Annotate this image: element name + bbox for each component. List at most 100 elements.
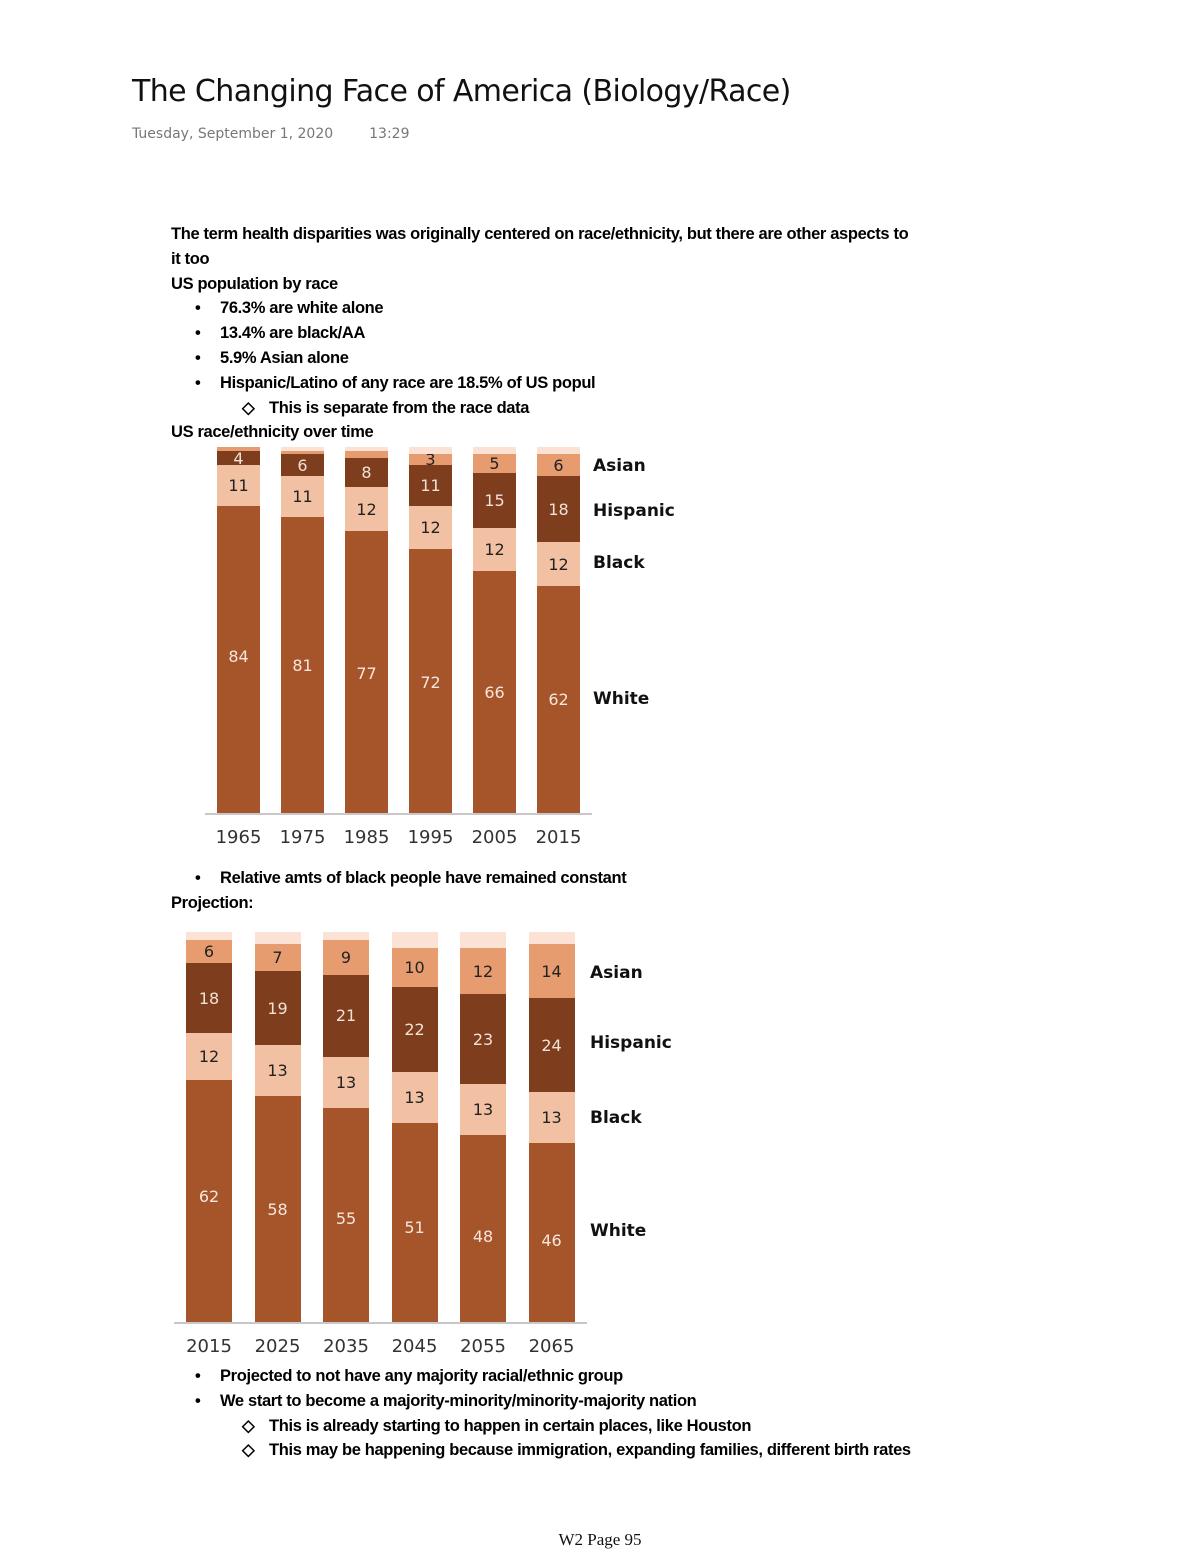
segment-other <box>281 447 324 451</box>
chart-race-over-time: 84 11 4 1965 81 11 6 1975 77 12 8 1985 72 12 11 3 1995 66… <box>0 0 592 848</box>
segment-black: 12 <box>537 542 580 587</box>
segment-value-label: 13 <box>404 1088 425 1108</box>
x-axis-label: 2065 <box>528 1336 575 1357</box>
segment-black: 12 <box>345 487 388 532</box>
page-footer: W2 Page 95 <box>558 1530 642 1549</box>
segment-value-label: 12 <box>484 540 505 559</box>
segment-white: 77 <box>345 531 388 813</box>
segment-black: 13 <box>254 1045 301 1096</box>
list-item: • 5.9% Asian alone <box>171 346 1011 371</box>
notes-middle: • Relative amts of black people have rema… <box>171 866 1011 916</box>
bar-1975: 81 11 6 <box>281 447 324 813</box>
segment-hispanic: 6 <box>281 454 324 477</box>
segment-value-label: 12 <box>548 554 569 574</box>
segment-value-label: 3 <box>425 450 436 470</box>
legend-white: White <box>590 1221 647 1241</box>
chart-projection: 62 12 18 6 2015 58 13 19 7 2025 55 13 21 9 2035 51 13 22 1… <box>0 0 587 1357</box>
legend-hispanic: Hispanic <box>590 1033 672 1053</box>
segment-value-label: 24 <box>541 1035 562 1055</box>
legend-asian: Asian <box>590 963 643 983</box>
segment-black: 13 <box>460 1084 506 1135</box>
x-axis-label: 1965 <box>215 827 262 848</box>
segment-value-label: 14 <box>541 961 562 981</box>
segment-black: 11 <box>217 465 260 506</box>
heading-population-by-race: US population by race <box>171 274 338 293</box>
segment-black: 12 <box>473 527 516 572</box>
segment-value-label: 84 <box>228 646 249 666</box>
segment-white: 66 <box>473 571 516 813</box>
segment-asian <box>345 450 388 458</box>
segment-value-label: 77 <box>356 664 377 684</box>
segment-value-label: 15 <box>484 490 505 510</box>
segment-other <box>409 447 452 455</box>
sub-list-item: ◇ This is separate from the race data <box>171 396 1011 421</box>
page-time: 13:29 <box>369 126 410 142</box>
segment-white: 62 <box>537 586 580 813</box>
bar-2065: 46 13 24 14 <box>528 932 575 1322</box>
legend-asian: Asian <box>593 456 646 476</box>
segment-asian: 14 <box>528 943 575 999</box>
bullet-icon: • <box>195 299 201 318</box>
segment-black: 11 <box>281 476 324 517</box>
segment-asian: 5 <box>473 453 516 473</box>
x-axis-label: 2025 <box>254 1336 301 1357</box>
x-axis-label: 1975 <box>279 827 326 848</box>
heading-race-over-time: US race/ethnicity over time <box>171 423 374 442</box>
segment-asian <box>217 447 260 451</box>
segment-asian: 6 <box>186 939 232 964</box>
segment-value-label: 72 <box>420 673 441 693</box>
x-axis-line <box>205 813 592 815</box>
page-timestamp: Tuesday, September 1, 2020 13:29 <box>132 126 410 142</box>
sub-list-item: ◇ This may be happening because immigrati… <box>171 1438 1011 1463</box>
segment-value-label: 66 <box>484 683 505 703</box>
segment-value-label: 55 <box>335 1208 357 1228</box>
segment-value-label: 11 <box>228 475 249 495</box>
list-item: • 76.3% are white alone <box>171 296 1011 321</box>
segment-value-label: 13 <box>335 1072 357 1092</box>
segment-asian: 6 <box>537 454 580 477</box>
segment-asian: 7 <box>254 943 301 971</box>
legend-black: Black <box>590 1108 642 1128</box>
segment-other <box>528 932 575 944</box>
segment-other <box>391 932 438 948</box>
segment-value-label: 12 <box>472 961 494 981</box>
segment-value-label: 58 <box>267 1199 288 1219</box>
legend-hispanic: Hispanic <box>593 501 675 521</box>
segment-hispanic: 4 <box>217 449 260 468</box>
segment-value-label: 5 <box>489 453 500 473</box>
segment-value-label: 11 <box>292 486 313 506</box>
segment-value-label: 6 <box>297 455 308 475</box>
hollow-diamond-bullet-icon: ◇ <box>242 1441 255 1460</box>
segment-white: 46 <box>528 1142 575 1322</box>
page-date: Tuesday, September 1, 2020 <box>132 126 334 142</box>
hollow-diamond-bullet-icon: ◇ <box>242 398 255 417</box>
segment-black: 12 <box>186 1033 232 1081</box>
segment-value-label: 18 <box>198 988 220 1008</box>
bullet-icon: • <box>195 373 201 392</box>
segment-hispanic: 19 <box>254 971 301 1046</box>
legend-black: Black <box>593 553 645 573</box>
notes-top: The term health disparities was original… <box>171 222 1011 445</box>
segment-value-label: 19 <box>267 998 288 1018</box>
segment-other <box>537 447 580 455</box>
bar-1985: 77 12 8 <box>345 447 388 813</box>
segment-asian: 3 <box>409 450 452 469</box>
segment-value-label: 62 <box>198 1187 220 1207</box>
segment-asian: 9 <box>323 939 369 975</box>
segment-other <box>323 932 369 940</box>
segment-value-label: 13 <box>267 1060 288 1080</box>
segment-value-label: 81 <box>292 655 313 675</box>
bullet-icon: • <box>195 869 201 887</box>
x-axis-label: 1985 <box>343 827 390 848</box>
segment-hispanic: 18 <box>186 963 232 1034</box>
list-item: • 13.4% are black/AA <box>171 321 1011 346</box>
segment-value-label: 12 <box>420 518 441 538</box>
x-axis-label: 2015 <box>535 827 582 848</box>
segment-value-label: 18 <box>548 499 569 519</box>
segment-value-label: 8 <box>361 463 372 483</box>
page-title: The Changing Face of America (Biology/Ra… <box>132 74 791 109</box>
segment-white: 72 <box>409 549 452 813</box>
bar-2005: 66 12 15 5 <box>473 447 516 813</box>
bar-2045: 51 13 22 10 <box>391 932 438 1322</box>
segment-hispanic: 15 <box>473 472 516 528</box>
